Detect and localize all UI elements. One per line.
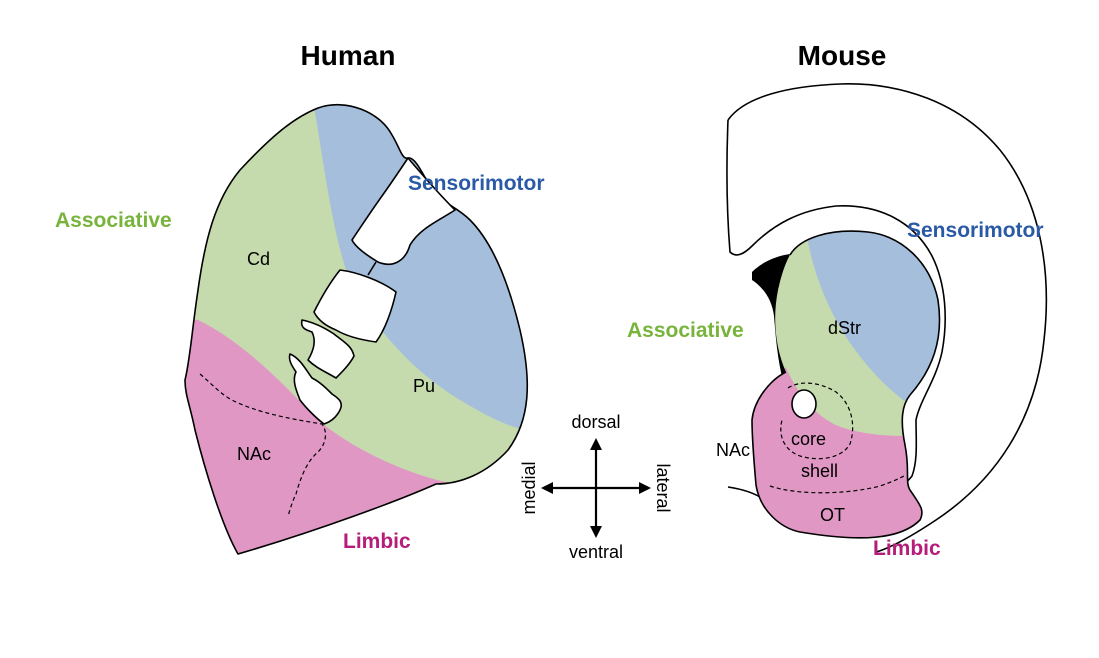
human-label-nac: NAc [237, 444, 271, 464]
compass-medial: medial [519, 461, 539, 514]
mouse-sensorimotor-region [806, 231, 940, 410]
arrow-up-icon [590, 438, 602, 450]
human-title: Human [301, 40, 396, 71]
mouse-label-sensorimotor: Sensorimotor [907, 219, 1044, 242]
mouse-shell-boundary [769, 475, 905, 494]
mouse-label-ot: OT [820, 505, 845, 525]
capsule-line [367, 261, 377, 276]
compass-ventral: ventral [569, 542, 623, 562]
human-label-limbic: Limbic [343, 530, 411, 553]
human-outline [184, 103, 529, 555]
compass-dorsal: dorsal [571, 412, 620, 432]
mouse-panel: Mouse Sensorimotor Associative Limbic dS… [627, 40, 1048, 560]
human-nac-boundary [199, 373, 327, 517]
compass-lateral: lateral [653, 463, 673, 512]
mouse-label-core: core [791, 429, 826, 449]
mouse-cortex-inner [726, 119, 946, 494]
human-internal-capsule [288, 157, 456, 425]
human-label-cd: Cd [247, 249, 270, 269]
human-label-pu: Pu [413, 376, 435, 396]
mouse-title: Mouse [798, 40, 887, 71]
capsule-gap-3 [300, 319, 355, 379]
mouse-label-shell: shell [801, 461, 838, 481]
mouse-anterior-commissure [791, 389, 817, 419]
mouse-cortex-outline [727, 83, 1048, 553]
capsule-gap-4 [288, 353, 343, 425]
mouse-label-dstr: dStr [828, 318, 861, 338]
mouse-label-associative: Associative [627, 319, 744, 342]
arrow-right-icon [639, 482, 651, 494]
mouse-label-nac: NAc [716, 440, 750, 460]
arrow-down-icon [590, 526, 602, 538]
human-label-sensorimotor: Sensorimotor [408, 172, 545, 195]
arrow-left-icon [541, 482, 553, 494]
human-panel: Human Sensorimotor Associative Limbic Cd… [55, 40, 545, 555]
orientation-compass: dorsal ventral medial lateral [519, 412, 673, 562]
capsule-gap-2 [313, 269, 397, 343]
capsule-gap-1 [351, 157, 456, 266]
mouse-core-boundary [780, 382, 854, 460]
mouse-label-limbic: Limbic [873, 537, 941, 560]
mouse-striatum-outline [751, 230, 941, 539]
human-label-associative: Associative [55, 209, 172, 232]
